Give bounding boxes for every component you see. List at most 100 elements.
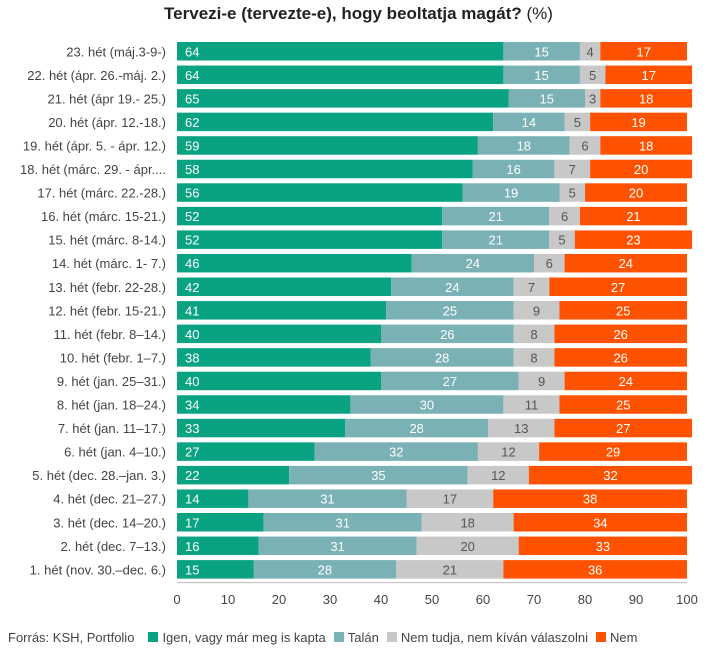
bar-segment: [177, 442, 315, 461]
data-label: 21: [489, 209, 503, 224]
data-label: 24: [619, 256, 633, 271]
bar-segment: [467, 465, 529, 485]
bar-segment: [513, 513, 687, 532]
bar-segment: [177, 560, 254, 579]
data-label: 34: [593, 515, 607, 530]
bar-segment: [605, 65, 693, 85]
x-tick-label: 90: [629, 592, 643, 607]
data-label: 6: [581, 138, 588, 153]
data-label: 28: [409, 421, 423, 436]
category-label: 21. hét (ápr 19.- 25.): [47, 91, 166, 106]
bar-segment: [554, 418, 693, 438]
data-label: 22: [185, 468, 199, 483]
bar-segment: [177, 89, 509, 108]
data-label: 19: [631, 115, 645, 130]
data-label: 64: [185, 44, 199, 59]
legend-label: Nem tudja, nem kíván válaszolni: [400, 629, 588, 645]
data-label: 14: [185, 492, 199, 507]
bar-segment: [579, 206, 687, 226]
x-tick-label: 60: [476, 592, 490, 607]
bar-segment: [411, 253, 534, 273]
bar-segment: [477, 136, 570, 155]
data-label: 8: [530, 327, 537, 342]
category-label: 9. hét (jan. 25–31.): [57, 374, 166, 389]
bar-segment: [381, 324, 514, 344]
bar-segment: [177, 301, 387, 320]
bar-segment: [518, 536, 687, 556]
data-label: 26: [613, 327, 627, 342]
data-label: 33: [185, 421, 199, 436]
bar-segment: [258, 536, 417, 556]
bar-segment: [590, 112, 687, 132]
data-label: 9: [538, 374, 545, 389]
data-label: 38: [185, 350, 199, 365]
bar-segment: [503, 560, 687, 579]
bar-segment: [177, 42, 504, 61]
x-tick-label: 30: [323, 592, 337, 607]
data-label: 17: [185, 515, 199, 530]
data-label: 33: [596, 539, 610, 554]
chart-unit: (%): [526, 4, 553, 23]
category-label: 10. hét (febr. 1–7.): [60, 350, 166, 365]
x-tick-label: 100: [676, 592, 698, 607]
data-label: 14: [522, 115, 536, 130]
bar-segment: [585, 183, 687, 202]
data-label: 34: [185, 398, 199, 413]
bar-segment: [177, 465, 290, 485]
bar-segment: [600, 42, 687, 61]
legend-bar: Forrás: KSH, Portfolio Igen, vagy már me…: [8, 627, 713, 647]
legend-item: Talán: [333, 629, 379, 645]
bar-segment: [421, 513, 514, 532]
bar-segment: [559, 395, 687, 414]
x-tick-label: 50: [425, 592, 439, 607]
data-label: 5: [574, 115, 581, 130]
bar-segment: [493, 489, 687, 508]
bar-segment: [386, 301, 514, 320]
data-label: 40: [185, 327, 199, 342]
data-label: 15: [540, 91, 554, 106]
data-label: 29: [606, 445, 620, 460]
bar-segment: [177, 513, 264, 532]
legend-label: Talán: [347, 629, 379, 645]
category-label: 5. hét (dec. 28.–jan. 3.): [32, 468, 166, 483]
data-label: 4: [586, 44, 593, 59]
bar-segment: [472, 159, 555, 179]
bar-segment: [177, 206, 443, 226]
data-label: 27: [616, 421, 630, 436]
bar-segment: [554, 324, 687, 344]
legend-swatch: [386, 632, 397, 642]
legend-swatch: [333, 632, 344, 642]
bar-segment: [248, 489, 407, 508]
data-label: 13: [514, 421, 528, 436]
bar-segment: [177, 159, 473, 179]
bar-segment: [549, 206, 580, 226]
data-label: 12: [491, 468, 505, 483]
bar-segment: [585, 89, 601, 108]
data-label: 18: [639, 91, 653, 106]
category-label: 3. hét (dec. 14–20.): [53, 515, 166, 530]
bar-segment: [177, 136, 478, 155]
source-note: Forrás: KSH, Portfolio: [8, 629, 135, 645]
data-label: 7: [569, 162, 576, 177]
category-label: 23. hét (máj.3-9-): [66, 44, 166, 59]
bar-segment: [488, 418, 555, 438]
category-label: 17. hét (márc. 22.-28.): [37, 186, 166, 201]
data-label: 40: [185, 374, 199, 389]
data-label: 24: [466, 256, 480, 271]
data-label: 5: [589, 68, 596, 83]
legend-swatch: [148, 632, 159, 642]
data-label: 27: [185, 445, 199, 460]
bar-segment: [513, 277, 550, 296]
bar-segment: [513, 348, 555, 367]
data-label: 16: [185, 539, 199, 554]
data-label: 17: [443, 492, 457, 507]
bar-segment: [314, 442, 478, 461]
bar-segment: [477, 442, 540, 461]
bar-segment: [442, 206, 550, 226]
category-label: 22. hét (ápr. 26.-máj. 2.): [27, 68, 166, 83]
data-label: 52: [185, 233, 199, 248]
bar-segment: [590, 159, 693, 179]
data-label: 19: [504, 186, 518, 201]
data-label: 42: [185, 280, 199, 295]
category-label: 13. hét (febr. 22-28.): [48, 280, 166, 295]
